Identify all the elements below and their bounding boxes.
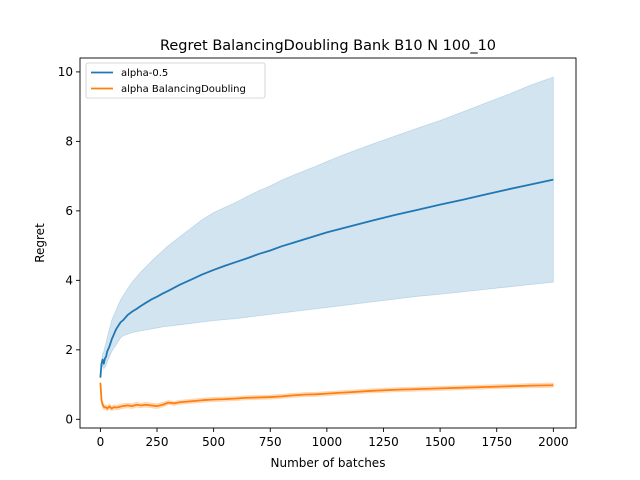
line-alpha-balancingdoubling bbox=[99, 382, 554, 410]
x-tick-label: 500 bbox=[202, 435, 225, 449]
x-tick-label: 750 bbox=[259, 435, 282, 449]
x-tick-label: 0 bbox=[97, 435, 105, 449]
band-alpha-0-5 bbox=[99, 76, 554, 378]
series-lines bbox=[99, 178, 554, 410]
legend-label-alpha-0-5: alpha-0.5 bbox=[121, 68, 168, 79]
x-tick-label: 1750 bbox=[481, 435, 512, 449]
legend-label-alpha-balancingdoubling: alpha BalancingDoubling bbox=[121, 84, 246, 95]
legend-box bbox=[85, 62, 266, 99]
x-tick-label: 2000 bbox=[538, 435, 569, 449]
y-tick-label: 6 bbox=[65, 204, 73, 218]
x-tick-label: 1000 bbox=[312, 435, 343, 449]
y-tick-label: 2 bbox=[65, 343, 73, 357]
x-tick-label: 1500 bbox=[425, 435, 456, 449]
x-tick-label: 1250 bbox=[368, 435, 399, 449]
x-axis-label: Number of batches bbox=[271, 456, 386, 470]
legend: alpha-0.5 alpha BalancingDoubling bbox=[85, 62, 266, 99]
x-tick-label: 250 bbox=[146, 435, 169, 449]
y-tick-label: 0 bbox=[65, 412, 73, 426]
chart-title: Regret BalancingDoubling Bank B10 N 100_… bbox=[160, 38, 496, 54]
plot-frame bbox=[79, 57, 577, 429]
y-tick-label: 8 bbox=[65, 134, 73, 148]
y-axis-ticks: 0 2 4 6 8 10 bbox=[58, 65, 80, 426]
y-tick-label: 4 bbox=[65, 273, 73, 287]
line-alpha-0-5 bbox=[99, 178, 554, 378]
y-axis-label: Regret bbox=[33, 223, 47, 263]
y-tick-label: 10 bbox=[58, 65, 73, 79]
x-axis-ticks: 0 250 500 750 1000 1250 1500 1750 2000 bbox=[97, 428, 569, 449]
